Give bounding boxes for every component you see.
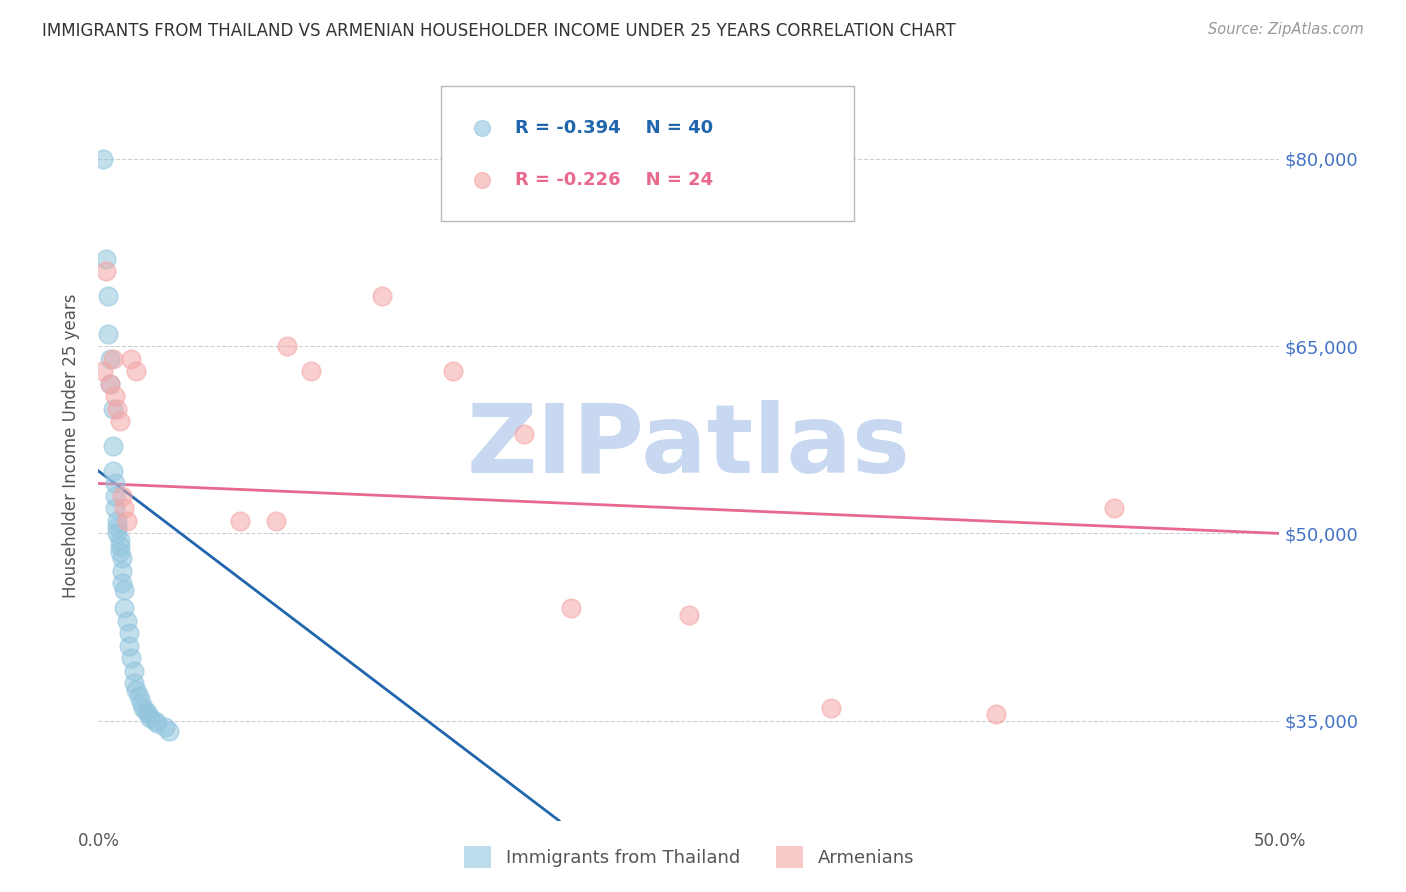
Y-axis label: Householder Income Under 25 years: Householder Income Under 25 years [62,293,80,599]
Point [135,704,157,718]
Text: ZIPatlas: ZIPatlas [467,400,911,492]
Point [112,501,135,516]
Point [108,545,131,559]
Point [115,614,138,628]
Point [105,514,128,528]
Point [111,564,134,578]
Text: Source: ZipAtlas.com: Source: ZipAtlas.com [1208,22,1364,37]
Point [105,401,128,416]
Legend: Immigrants from Thailand, Armenians: Immigrants from Thailand, Armenians [457,838,921,875]
Point [984,707,1007,722]
Point [108,539,131,553]
Point [111,551,134,566]
Point [122,664,145,678]
Point [125,682,148,697]
Point [98,376,121,391]
Point [97,289,120,303]
Point [146,716,169,731]
Point [129,695,152,709]
Point [118,639,141,653]
Point [441,364,464,378]
Point [115,514,138,528]
Point [1102,501,1125,516]
Point [104,501,127,516]
Point [91,152,114,166]
Point [512,426,534,441]
Point [105,520,128,534]
Point [91,364,114,378]
Point [276,339,298,353]
Point [125,364,148,378]
Point [118,626,141,640]
Text: IMMIGRANTS FROM THAILAND VS ARMENIAN HOUSEHOLDER INCOME UNDER 25 YEARS CORRELATI: IMMIGRANTS FROM THAILAND VS ARMENIAN HOU… [42,22,956,40]
Point [94,252,117,266]
Point [153,720,176,734]
Point [104,389,127,403]
Text: R = -0.226    N = 24: R = -0.226 N = 24 [516,171,713,189]
Point [121,651,143,665]
Point [112,601,135,615]
Point [98,351,121,366]
Point [101,464,124,478]
Point [678,607,700,622]
Point [104,489,127,503]
Point [105,526,128,541]
Point [101,401,124,416]
Text: R = -0.394    N = 40: R = -0.394 N = 40 [516,119,713,136]
Point [112,582,135,597]
Point [136,707,159,722]
Point [157,723,180,738]
Point [122,676,145,690]
FancyBboxPatch shape [441,87,855,221]
Point [111,576,134,591]
Point [560,601,582,615]
Point [97,326,120,341]
Point [820,701,842,715]
Point [98,376,121,391]
Point [143,714,166,728]
Point [111,489,134,503]
Point [121,351,143,366]
Point [104,476,127,491]
Point [299,364,322,378]
Point [94,264,117,278]
Point [108,414,131,428]
Point [371,289,394,303]
Point [108,533,131,547]
Point [101,439,124,453]
Point [101,351,124,366]
Point [264,514,287,528]
Point [229,514,252,528]
Point [139,711,162,725]
Point [132,701,155,715]
Point [128,689,150,703]
